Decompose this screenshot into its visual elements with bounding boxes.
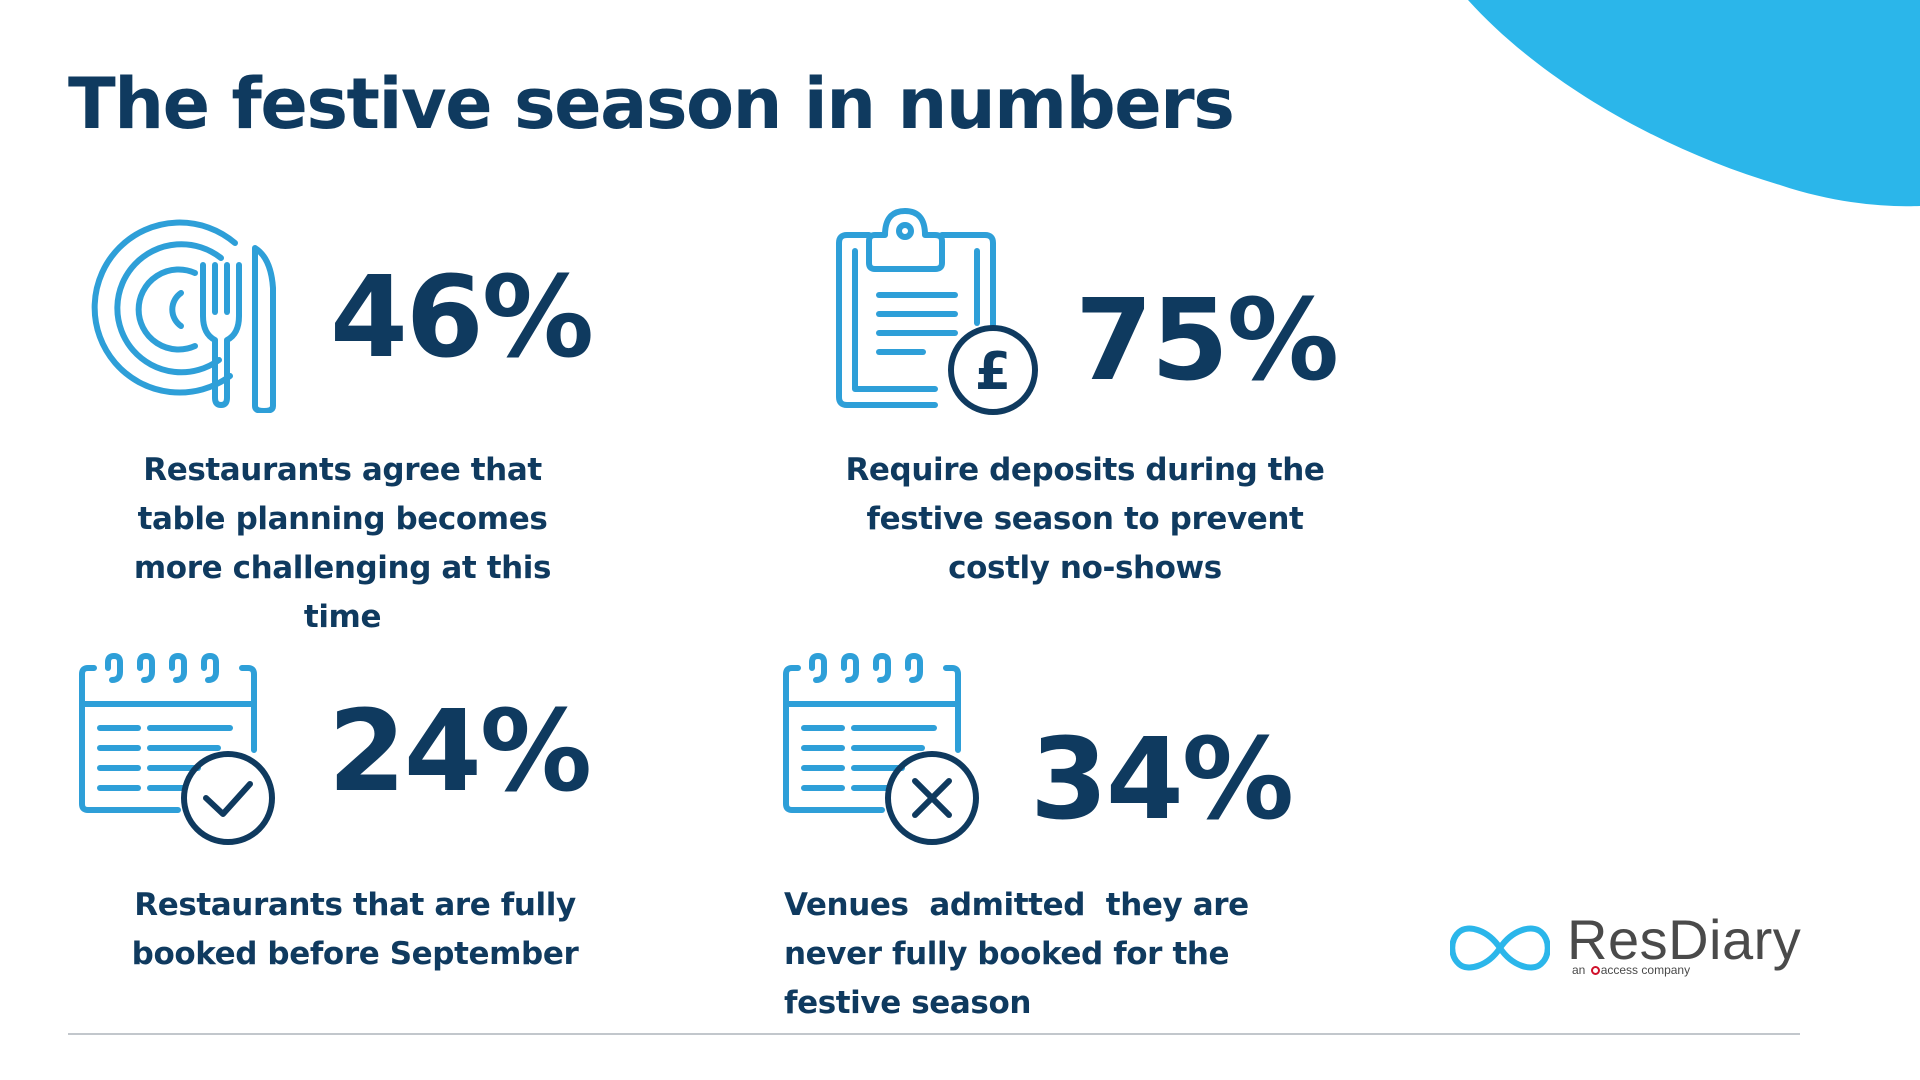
plate-cutlery-icon: [91, 219, 276, 413]
calendar-check-icon: [79, 653, 275, 845]
page-title: The festive season in numbers: [68, 63, 1235, 145]
stat-value-table-planning: 46%: [330, 253, 594, 383]
logo-tagline-prefix: an: [1572, 963, 1586, 977]
stat-value-deposits: 75%: [1075, 276, 1339, 406]
stat-value-never-fully-booked: 34%: [1030, 715, 1294, 845]
footer-divider: [68, 1033, 1800, 1035]
stat-description-never-fully-booked: Venues admitted they are never fully boo…: [784, 887, 1260, 1021]
calendar-cross-icon: [783, 653, 979, 845]
access-ring-icon: [1590, 966, 1600, 975]
resdiary-logo-wordmark: ResDiary: [1567, 908, 1802, 971]
logo-tagline-suffix: company: [1641, 963, 1691, 977]
clipboard-pound-icon: £: [836, 208, 1038, 415]
stat-value-fully-booked: 24%: [328, 687, 592, 817]
stat-description-fully-booked: Restaurants that are fully booked before…: [131, 887, 579, 972]
stat-description-table-planning: Restaurants agree that table planning be…: [133, 452, 552, 635]
decorative-blob: [1468, 0, 1920, 207]
resdiary-logo-icon: [1450, 925, 1550, 971]
stat-description-deposits: Require deposits during the festive seas…: [845, 452, 1325, 586]
svg-text:£: £: [975, 342, 1011, 402]
logo-tagline-brand: access: [1600, 963, 1639, 977]
resdiary-logo-tagline: an access company: [1572, 963, 1690, 977]
